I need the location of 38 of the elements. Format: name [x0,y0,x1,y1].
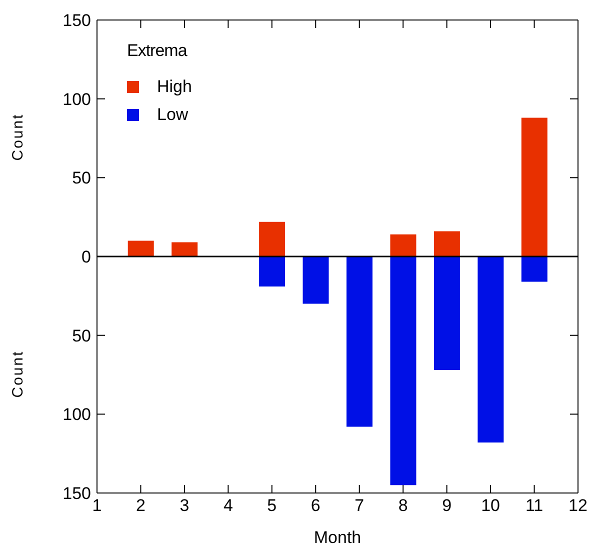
x-tick-label: 5 [267,496,277,516]
x-tick-label: 1 [92,496,102,516]
bar [128,240,154,256]
x-tick-label: 7 [354,496,364,516]
x-tick-label: 8 [398,496,408,516]
x-tick-label: 4 [223,496,233,516]
legend-label: Low [157,105,188,125]
bar [259,256,286,286]
bar [434,231,460,256]
x-tick-label: 3 [180,496,190,516]
bar [478,256,504,443]
bar [302,256,329,304]
bar [390,256,416,486]
legend-label: High [157,77,192,97]
x-tick-label: 10 [481,496,500,516]
x-tick-label: 2 [136,496,146,516]
y-tick-label: 50 [72,168,91,188]
y-tick-label: 0 [82,248,91,267]
bar [346,256,372,427]
x-tick-label: 12 [568,496,588,516]
bar [172,242,198,256]
x-tick-label: 11 [525,496,544,516]
y-tick-label: 50 [72,326,91,346]
x-tick-label: 9 [442,496,452,516]
bar [521,256,548,282]
y-axis-title: Count [10,113,26,162]
y-tick-label: 150 [62,484,91,504]
y-tick-label: 100 [62,90,91,109]
x-tick-label: 6 [310,496,320,516]
bar [434,256,460,370]
legend-title: Extrema [127,41,188,61]
x-axis-title: Month [314,528,362,547]
bar [259,222,286,256]
text: Count [10,350,26,398]
y-tick-label: 100 [62,405,91,424]
y-tick-label: 150 [62,11,91,30]
bar [390,234,416,256]
bar [521,118,548,256]
